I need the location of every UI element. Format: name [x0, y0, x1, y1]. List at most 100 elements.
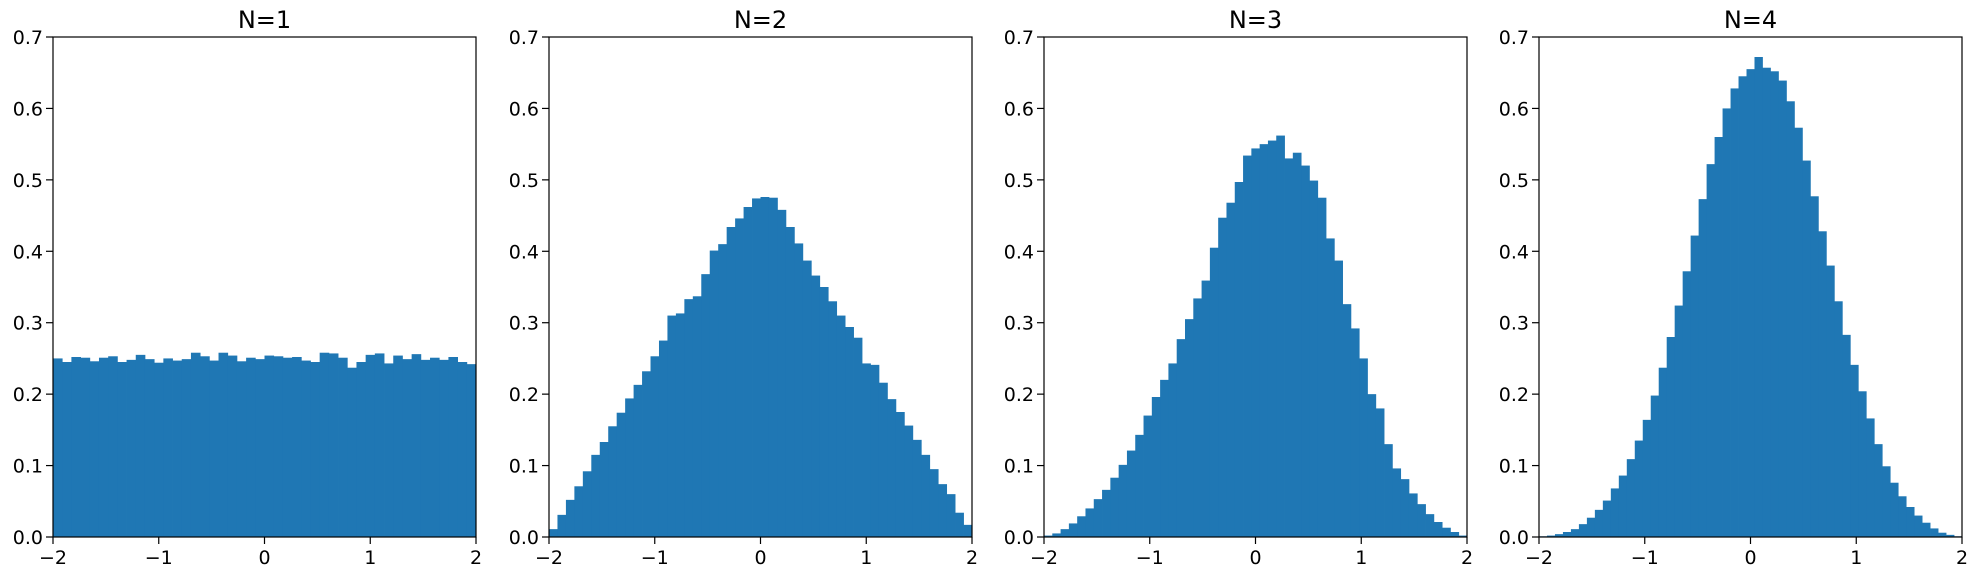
y-tick-label: 0.7	[1004, 27, 1034, 49]
histogram-bar	[1417, 504, 1426, 537]
histogram-bar	[1786, 101, 1795, 538]
histogram-bar	[1052, 533, 1061, 537]
x-tick-label: 2	[966, 547, 978, 569]
histogram-bar	[1650, 395, 1660, 537]
histogram-bar	[411, 354, 422, 537]
histogram-bar	[887, 399, 897, 537]
histogram-bar	[1118, 464, 1128, 537]
histogram-bar	[430, 357, 440, 537]
histogram-bar	[912, 439, 922, 537]
histogram-bar	[895, 412, 905, 537]
y-tick-label: 0.5	[1499, 170, 1529, 192]
y-tick-label: 0.1	[1004, 456, 1034, 478]
histogram-bar	[1060, 529, 1070, 537]
histogram-bar	[1866, 418, 1875, 537]
histogram-bar	[828, 301, 838, 537]
histogram-bar	[811, 275, 821, 537]
histogram-bar	[1433, 522, 1443, 537]
histogram-bar	[675, 313, 685, 537]
histogram-bar	[1658, 367, 1668, 537]
histogram-bar	[1151, 397, 1161, 537]
histogram-bar	[439, 359, 449, 537]
histogram-bar	[1077, 516, 1086, 537]
histogram-bar	[1546, 535, 1556, 537]
histogram-bar	[1858, 391, 1867, 537]
histogram-bar	[1342, 304, 1352, 537]
histogram-bar	[1914, 515, 1923, 537]
histogram-bar	[1317, 197, 1327, 537]
histogram-bar	[904, 425, 914, 537]
histogram-bar	[255, 359, 265, 537]
histogram-bar	[163, 358, 173, 537]
histogram-bar	[1267, 140, 1277, 538]
histogram-bar	[190, 352, 201, 537]
histogram-bar	[1714, 137, 1723, 537]
histogram-bar	[1168, 363, 1178, 537]
histogram-bar	[457, 362, 468, 537]
histogram-bar	[1730, 88, 1739, 537]
histogram-bar	[384, 363, 394, 537]
histogram-bar	[1746, 69, 1755, 538]
histogram-bar	[1326, 238, 1335, 537]
histogram-bar	[181, 359, 192, 537]
histogram-bar	[1425, 514, 1435, 537]
y-tick-label: 0.1	[509, 456, 539, 478]
x-tick-label: 1	[860, 547, 872, 569]
y-tick-label: 0.0	[13, 527, 43, 549]
histogram-bar	[802, 260, 812, 537]
histogram-bar	[574, 486, 584, 537]
histogram-bar	[701, 274, 711, 537]
histogram-bar	[735, 218, 744, 537]
histogram-bar	[599, 442, 609, 537]
histogram-bar	[89, 361, 100, 537]
x-tick-label: 1	[1850, 547, 1862, 569]
histogram-bar	[1578, 524, 1588, 537]
x-tick-label: −1	[1136, 547, 1164, 569]
y-tick-label: 0.6	[1004, 98, 1034, 120]
histogram-bar	[1226, 202, 1236, 537]
histogram-bar	[1334, 260, 1343, 537]
y-tick-label: 0.4	[1004, 241, 1034, 263]
histogram-bar	[785, 227, 795, 537]
histogram-bar	[1193, 298, 1202, 537]
histogram-bar	[1898, 496, 1907, 537]
subplot-title: N=4	[1724, 6, 1777, 34]
histogram-bar	[1209, 247, 1219, 537]
histogram-bar	[218, 352, 229, 537]
histogram-bar	[1706, 164, 1715, 537]
histogram-bar	[227, 355, 238, 537]
histogram-bar	[1690, 235, 1700, 538]
histogram-bar	[1698, 199, 1708, 537]
histogram-bar	[1762, 67, 1771, 537]
x-tick-label: 0	[258, 547, 270, 569]
histogram-bar	[1738, 76, 1747, 538]
histogram-bar	[1301, 165, 1310, 538]
histogram-bar	[246, 357, 256, 537]
histogram-bar	[743, 207, 753, 537]
histogram-bar	[633, 384, 643, 537]
histogram-bar	[200, 356, 210, 537]
histogram-bar	[1626, 459, 1636, 537]
y-tick-label: 0.4	[509, 241, 539, 263]
histogram-bar	[1810, 196, 1819, 538]
histogram-bar	[1176, 339, 1186, 537]
subplot-title: N=3	[1229, 6, 1282, 34]
histogram-bar	[565, 499, 575, 537]
histogram-bar	[794, 243, 804, 537]
histogram-bar	[144, 359, 155, 537]
histogram-bar	[292, 357, 302, 537]
histogram-bar	[310, 362, 321, 537]
x-tick-label: 0	[1249, 547, 1261, 569]
x-tick-label: −1	[1631, 547, 1659, 569]
histogram-bar	[71, 357, 81, 537]
y-tick-label: 0.0	[509, 527, 539, 549]
histogram-bar	[658, 340, 668, 537]
histogram-bar	[393, 355, 403, 537]
histogram-bar	[591, 454, 601, 537]
histogram-bar	[1586, 517, 1596, 537]
histogram-bar	[1201, 280, 1211, 537]
histogram-bar	[667, 315, 677, 537]
y-tick-label: 0.3	[1004, 313, 1034, 335]
histogram-bar	[1594, 509, 1604, 537]
